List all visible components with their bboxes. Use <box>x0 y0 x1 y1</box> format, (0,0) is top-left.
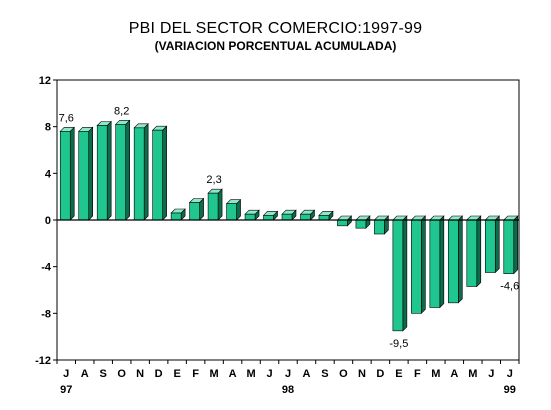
x-tick-label: F <box>414 368 421 380</box>
x-tick-label: O <box>117 368 126 380</box>
year-label: 99 <box>504 384 516 396</box>
x-tick-label: J <box>285 368 291 380</box>
bar <box>207 192 219 221</box>
bar <box>115 124 126 221</box>
bar-side <box>421 215 426 315</box>
bar <box>337 219 348 227</box>
bar <box>226 203 237 221</box>
bar-side <box>513 215 519 275</box>
bar <box>355 219 367 229</box>
y-tick-label: 8 <box>45 122 51 134</box>
bar-side <box>458 215 463 304</box>
bar <box>263 215 274 221</box>
x-tick-label: N <box>358 368 366 380</box>
y-tick-label: -8 <box>41 308 51 320</box>
y-tick-label: 0 <box>45 215 51 227</box>
bar <box>152 129 163 221</box>
x-tick-label: J <box>488 368 494 380</box>
bar <box>484 219 496 273</box>
x-tick-label: J <box>63 368 69 380</box>
bar-side <box>439 215 445 309</box>
data-label: -9,5 <box>389 338 408 350</box>
bar-side <box>402 215 408 332</box>
bar-side <box>143 123 149 221</box>
bar <box>503 219 515 274</box>
x-tick-label: J <box>507 368 513 380</box>
bar <box>411 219 422 314</box>
x-tick-label: D <box>155 368 163 380</box>
x-tick-label: E <box>173 368 180 380</box>
bar <box>318 215 330 221</box>
bar-side <box>106 120 112 221</box>
x-tick-label: A <box>450 368 458 380</box>
x-tick-label: N <box>136 368 144 380</box>
x-tick-label: A <box>81 368 89 380</box>
bar <box>374 219 385 235</box>
x-tick-label: M <box>209 368 218 380</box>
data-label: -4,6 <box>500 281 519 293</box>
bar <box>429 219 441 308</box>
data-label: 8,2 <box>114 105 129 117</box>
bar-side <box>125 119 130 221</box>
x-tick-label: M <box>246 368 255 380</box>
bar-side <box>217 188 223 221</box>
bar-side <box>162 125 167 221</box>
chart-title: PBI DEL SECTOR COMERCIO:1997-99 <box>128 20 423 37</box>
chart-subtitle: (VARIACION PORCENTUAL ACUMULADA) <box>154 39 397 53</box>
bar-side <box>494 215 500 274</box>
y-tick-label: 12 <box>39 75 51 87</box>
bar <box>281 213 293 221</box>
x-tick-label: A <box>229 368 237 380</box>
bar <box>466 219 478 287</box>
x-tick-label: F <box>192 368 199 380</box>
data-label: 2,3 <box>206 174 221 186</box>
bar <box>96 125 108 221</box>
y-tick-label: -12 <box>35 355 51 367</box>
bar <box>189 202 200 221</box>
bar <box>133 127 145 221</box>
bar <box>59 131 71 221</box>
x-tick-label: J <box>266 368 272 380</box>
year-label: 97 <box>60 384 72 396</box>
x-tick-label: E <box>395 368 402 380</box>
bar-side <box>69 126 75 221</box>
year-label: 98 <box>282 384 294 396</box>
bar <box>448 219 459 304</box>
x-tick-label: A <box>303 368 311 380</box>
bar <box>170 212 182 221</box>
x-tick-label: S <box>100 368 107 380</box>
bar <box>300 213 311 221</box>
bar-side <box>476 215 482 288</box>
data-label: 7,6 <box>59 112 74 124</box>
y-tick-label: 4 <box>45 168 52 180</box>
x-tick-label: O <box>339 368 348 380</box>
x-tick-label: D <box>376 368 384 380</box>
bar-side <box>88 126 94 221</box>
bar <box>78 131 90 221</box>
x-tick-label: S <box>321 368 328 380</box>
y-tick-label: -4 <box>41 262 52 274</box>
x-tick-label: M <box>468 368 477 380</box>
bar <box>392 219 404 332</box>
bar <box>244 213 256 221</box>
x-tick-label: M <box>431 368 440 380</box>
